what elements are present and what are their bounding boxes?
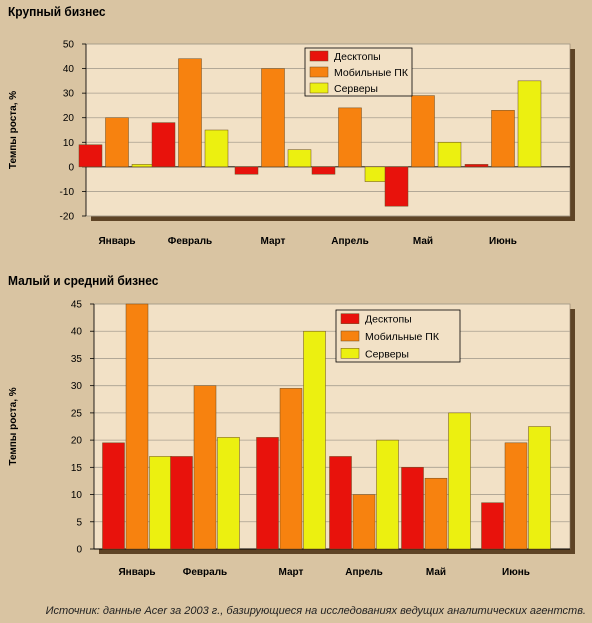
chart-title-small-medium-business: Малый и средний бизнес <box>8 273 159 288</box>
y-tick-label: 15 <box>71 463 83 474</box>
x-category-label: Февраль <box>168 236 212 247</box>
y-tick-label: 40 <box>71 327 83 338</box>
legend-label: Мобильные ПК <box>334 67 409 79</box>
bar <box>401 467 424 550</box>
legend-swatch <box>309 66 329 78</box>
bar <box>376 439 399 550</box>
bar <box>234 166 259 175</box>
bar <box>528 426 551 550</box>
bar <box>149 456 172 550</box>
bar <box>193 385 217 550</box>
legend-label: Серверы <box>334 83 378 95</box>
small-medium-business-chart: 0 5 10 15 20 25 30 35 40 45 Темпы роста, % Январь Фе… <box>8 300 575 578</box>
bar <box>102 442 125 550</box>
bar <box>329 456 352 550</box>
y-tick-label: 5 <box>76 517 82 528</box>
bar <box>303 330 326 550</box>
bar <box>256 437 279 550</box>
y-tick-label: -10 <box>60 187 75 198</box>
y-tick-label: 40 <box>63 64 75 75</box>
bar <box>217 437 240 550</box>
y-axis-label: Темпы роста, % <box>8 91 19 169</box>
x-category-label: Май <box>426 567 446 578</box>
chart-title-large-business: Крупный бизнес <box>8 4 106 19</box>
bar <box>287 149 312 168</box>
bar <box>125 303 149 550</box>
y-tick-label: 20 <box>71 436 83 447</box>
bar <box>279 388 303 550</box>
x-category-label: Июнь <box>502 567 530 578</box>
bar <box>448 412 471 550</box>
x-category-label: Январь <box>118 567 155 578</box>
legend-label: Серверы <box>365 348 409 360</box>
y-tick-label: 10 <box>63 138 75 149</box>
bar <box>352 494 376 550</box>
legend-swatch <box>309 50 329 62</box>
bar <box>517 80 542 168</box>
y-tick-label: -20 <box>60 212 75 223</box>
x-category-label: Март <box>261 236 286 247</box>
bar <box>261 68 285 168</box>
bar <box>464 164 489 168</box>
bar <box>338 107 362 168</box>
bar <box>178 58 202 168</box>
x-category-label: Январь <box>98 236 135 247</box>
bar <box>311 166 336 175</box>
x-category-label: Март <box>279 567 304 578</box>
y-tick-label: 45 <box>71 300 83 311</box>
bar <box>424 477 448 550</box>
source-note: Источник: данные Acer за 2003 г., базиру… <box>45 605 586 617</box>
y-axis-label: Темпы роста, % <box>8 387 19 465</box>
bar <box>504 442 528 550</box>
x-category-label: Апрель <box>331 236 368 247</box>
large-business-chart: -20 -10 0 10 20 30 40 50 Темпы роста, % Январь Фев… <box>8 40 575 247</box>
x-category-label: Апрель <box>345 567 382 578</box>
y-tick-label: 30 <box>71 381 83 392</box>
bar <box>384 166 409 207</box>
legend-label: Мобильные ПК <box>365 331 440 343</box>
legend-label: Десктопы <box>365 314 412 326</box>
bar <box>491 110 515 168</box>
y-tick-label: 35 <box>71 354 83 365</box>
legend-label: Десктопы <box>334 51 381 63</box>
y-tick-label: 25 <box>71 408 83 419</box>
x-category-label: Июнь <box>489 236 517 247</box>
y-tick-label: 0 <box>76 545 82 556</box>
bar <box>105 117 129 168</box>
y-tick-label: 0 <box>68 162 74 173</box>
bar <box>481 502 504 550</box>
legend-swatch <box>340 313 360 324</box>
bar <box>204 129 229 168</box>
x-category-label: Май <box>413 236 433 247</box>
legend-swatch <box>340 330 360 342</box>
x-category-label: Февраль <box>183 567 227 578</box>
bar <box>437 142 462 168</box>
y-tick-label: 30 <box>63 89 75 100</box>
bar <box>170 456 193 550</box>
y-tick-label: 20 <box>63 113 75 124</box>
legend-swatch <box>309 82 329 94</box>
y-tick-label: 10 <box>71 490 83 501</box>
legend-swatch <box>340 348 360 359</box>
bar <box>78 144 103 168</box>
y-tick-label: 50 <box>63 40 75 51</box>
bar <box>411 95 435 168</box>
bar <box>151 122 176 168</box>
